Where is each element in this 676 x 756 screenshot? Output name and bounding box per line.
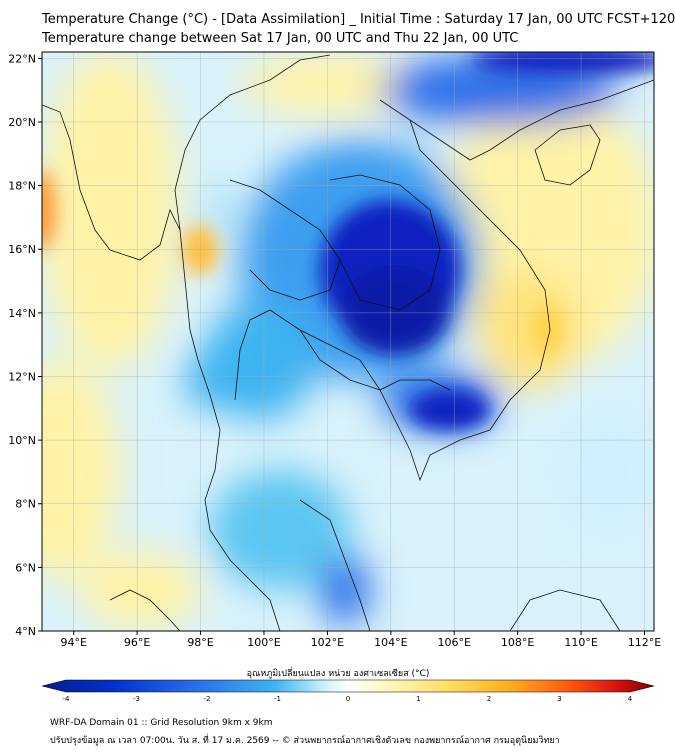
lat-tick-label: 20°N [8, 116, 36, 129]
temperature-field [42, 52, 654, 631]
footer-model-info: WRF-DA Domain 01 :: Grid Resolution 9km … [50, 718, 273, 728]
colorbar-tick-label: 2 [487, 695, 491, 703]
lon-tick-label: 104°E [374, 636, 407, 649]
lon-tick-label: 100°E [247, 636, 280, 649]
map-title-line1: Temperature Change (°C) - [Data Assimila… [42, 12, 676, 27]
lat-tick-label: 4°N [15, 625, 36, 638]
lat-tick-label: 18°N [8, 180, 36, 193]
colorbar-tick-label: -2 [204, 695, 211, 703]
lon-tick-label: 98°E [187, 636, 213, 649]
lon-tick-label: 108°E [501, 636, 534, 649]
colorbar-bar [41, 679, 655, 693]
lat-tick-label: 12°N [8, 370, 36, 383]
lon-tick-label: 110°E [564, 636, 597, 649]
lon-tick-label: 106°E [438, 636, 471, 649]
colorbar-tick-label: -4 [63, 695, 71, 703]
lat-tick-label: 6°N [15, 561, 36, 574]
colorbar-ticks: -4 -3 -2 -1 0 1 2 3 4 [63, 695, 633, 703]
latitude-ticks: 22°N 20°N 18°N 16°N 14°N 12°N 10°N 8°N 6°N 4°N [8, 52, 42, 638]
longitude-ticks: 94°E 96°E 98°E 100°E 102°E 104°E 106°E 108°E 110… [60, 631, 661, 649]
lat-tick-label: 14°N [8, 307, 36, 320]
colorbar-tick-label: 0 [346, 695, 350, 703]
lon-tick-label: 102°E [311, 636, 344, 649]
colorbar: -4 -3 -2 -1 0 1 2 3 4 [41, 679, 655, 703]
map-title-line2: Temperature change between Sat 17 Jan, 0… [42, 31, 519, 46]
lon-tick-label: 96°E [124, 636, 150, 649]
lat-tick-label: 16°N [8, 243, 36, 256]
colorbar-tick-label: 4 [628, 695, 633, 703]
colorbar-tick-label: 1 [416, 695, 420, 703]
map-frame [41, 51, 655, 632]
coastlines-and-borders [42, 54, 654, 631]
colorbar-tick-label: -3 [133, 695, 140, 703]
footer-update-info: ปรับปรุงข้อมูล ณ เวลา 07:00น. วัน ส. ที่… [50, 736, 560, 746]
map-gridlines [42, 52, 654, 631]
colorbar-tick-label: 3 [557, 695, 561, 703]
lat-tick-label: 22°N [8, 52, 36, 65]
lon-tick-label: 112°E [628, 636, 661, 649]
lon-tick-label: 94°E [60, 636, 86, 649]
colorbar-tick-label: -1 [274, 695, 281, 703]
colorbar-title: อุณหภูมิเปลี่ยนแปลง หน่วย องศาเซลเซียส (… [246, 669, 430, 679]
lat-tick-label: 8°N [15, 498, 36, 511]
lat-tick-label: 10°N [8, 434, 36, 447]
